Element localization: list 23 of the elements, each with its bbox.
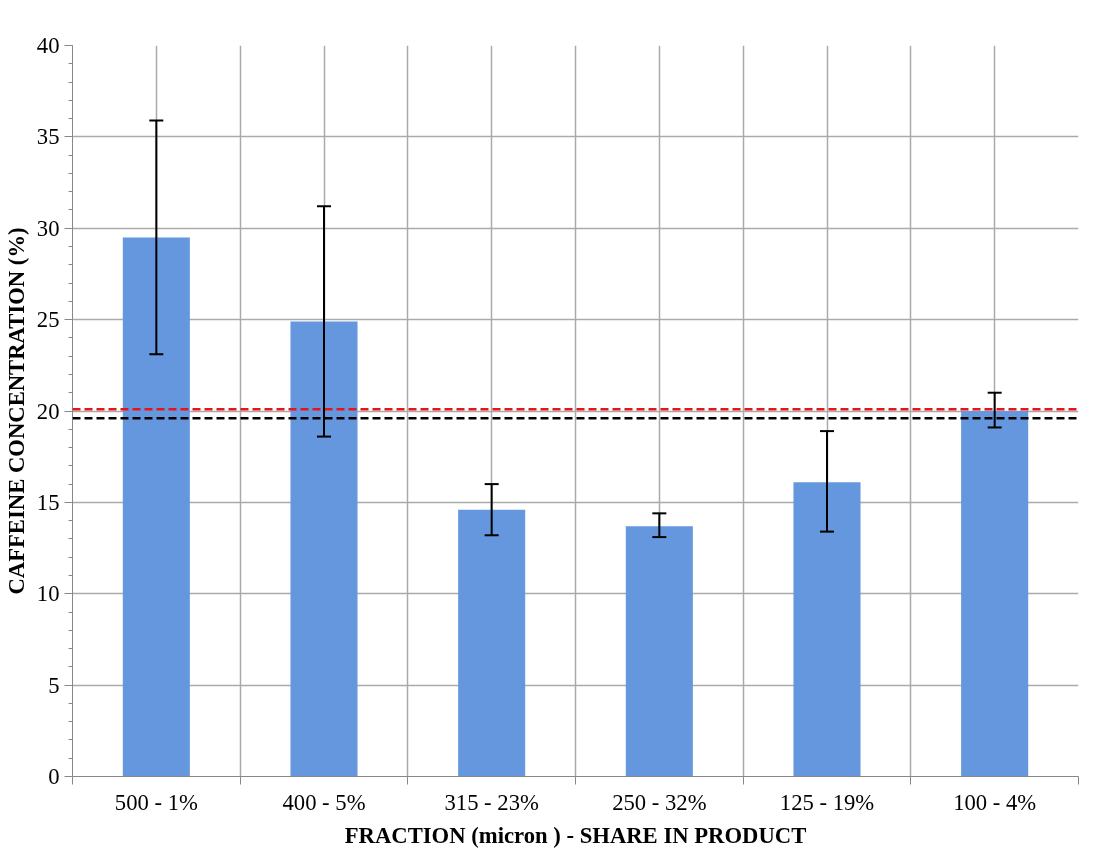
y-tick-label: 15	[36, 489, 60, 515]
y-tick-label: 25	[36, 307, 60, 333]
bar	[793, 482, 861, 777]
y-tick-label: 30	[36, 215, 60, 241]
x-axis-title: FRACTION (micron ) - SHARE IN PRODUCT	[344, 822, 807, 848]
x-tick-label: 250 - 32%	[612, 789, 707, 815]
bar	[961, 411, 1029, 777]
y-tick-label: 10	[36, 581, 60, 607]
bar	[625, 526, 693, 777]
y-tick-label: 35	[36, 124, 60, 150]
x-tick-label: 315 - 23%	[444, 789, 539, 815]
y-tick-label: 5	[48, 672, 60, 698]
bar	[458, 509, 526, 777]
x-tick-label: 500 - 1%	[114, 789, 198, 815]
bar	[122, 237, 190, 777]
x-tick-label: 400 - 5%	[282, 789, 366, 815]
y-axis-title: CAFFEINE CONCENTRATION (%)	[3, 227, 29, 595]
y-tick-label: 40	[36, 33, 60, 58]
y-tick-label: 20	[36, 398, 60, 424]
bar	[290, 321, 358, 777]
x-tick-label: 100 - 4%	[953, 789, 1037, 815]
x-tick-label: 125 - 19%	[779, 789, 875, 815]
y-tick-label: 0	[48, 764, 60, 789]
